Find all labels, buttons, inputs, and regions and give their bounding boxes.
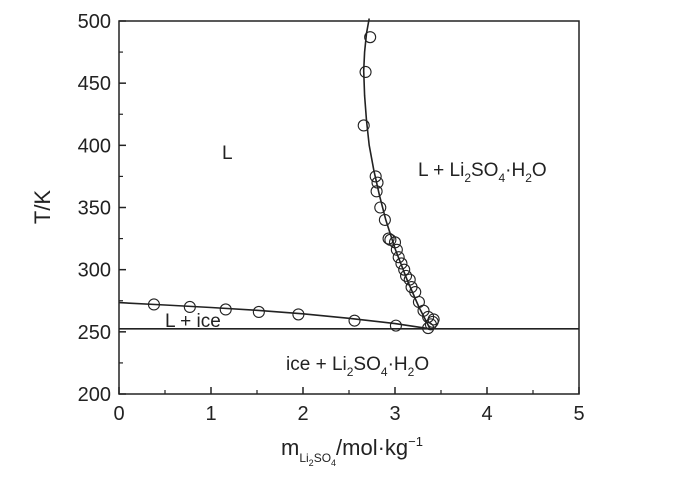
region-liquid-salt-part-f: 2 [525,171,532,185]
region-ice-salt-part-f: 2 [408,365,415,379]
salt-data-point [357,119,370,132]
region-liquid-salt-part-c: SO [471,160,498,181]
y-tick-label-400: 400 [78,135,111,157]
region-label-liquid-ice: L + ice [165,311,221,332]
ice-data-point [252,305,265,318]
x-axis-title: mLi2SO4/mol·kg−1 [281,434,423,468]
x-tick-label-0: 0 [113,403,124,425]
marker-layer [147,31,440,335]
salt-data-point [392,251,405,264]
ice-data-point [183,300,196,314]
salt-data-point [417,304,430,317]
salt-data-point [427,313,440,326]
y-tick-label-350: 350 [78,198,111,220]
region-liquid-salt-part-e: ·H [505,160,525,181]
ice-data-point [389,319,402,332]
salt-solubility-curve [362,18,431,330]
salt-data-point [364,31,377,44]
region-label-liquid: L [222,143,233,164]
salt-data-point [398,263,411,276]
x-title-sub-2: 2 [309,458,314,468]
x-tick-label-5: 5 [573,403,584,425]
ice-data-point [147,298,161,311]
y-tick-label-450: 450 [78,73,111,95]
curve-layer [118,18,579,330]
salt-data-point [388,236,402,249]
x-tick-label-2: 2 [297,403,308,425]
x-title-sub-li: Li [299,451,308,465]
x-title-sub-4: 4 [331,458,336,468]
salt-data-point [390,243,403,256]
x-title-m: m [281,435,299,460]
salt-data-point [371,176,384,189]
region-ice-salt-part-g: O [414,354,429,375]
region-ice-salt-part-e: ·H [388,354,408,375]
region-liquid-salt-part-b: 2 [464,171,471,185]
y-axis-title: T/K [30,190,55,225]
region-label-liquid-salt: L + Li2SO4·H2O [418,160,547,185]
salt-data-point [399,269,413,282]
region-ice-salt-part-a: ice + Li [286,354,347,375]
ice-data-point [219,303,232,316]
x-axis-ticks: 0 1 2 3 4 5 [113,387,585,425]
ice-data-point [292,308,305,321]
y-tick-label-250: 250 [78,322,111,344]
x-title-exponent: −1 [408,434,423,449]
y-tick-label-200: 200 [78,384,111,406]
x-tick-label-3: 3 [389,403,400,425]
ice-liquidus-curve [118,301,431,330]
salt-data-point [395,257,408,270]
region-liquid-salt-part-d: 4 [498,171,505,185]
x-title-unit: /mol·kg [336,435,408,460]
salt-data-point [403,273,416,286]
salt-data-point [374,201,387,214]
salt-data-point [378,213,391,226]
plot-frame [118,20,580,395]
x-title-sub-so: SO [314,451,331,465]
y-tick-label-300: 300 [78,260,111,282]
region-label-ice-salt: ice + Li2SO4·H2O [286,354,429,379]
x-tick-label-1: 1 [205,403,216,425]
salt-data-point [359,65,372,79]
y-tick-label-500: 500 [78,11,111,33]
region-liquid-salt-part-a: L + Li [418,160,464,181]
y-axis-ticks: 200 250 300 350 400 450 500 [78,11,126,406]
region-ice-salt-part-d: 4 [381,365,388,379]
salt-data-point [369,170,382,183]
salt-data-point [382,232,395,245]
ice-data-point [348,314,361,327]
region-ice-salt-part-c: SO [353,354,380,375]
region-ice-salt-part-b: 2 [347,365,354,379]
salt-data-point [370,185,383,198]
region-liquid-salt-part-g: O [532,160,547,181]
x-tick-label-4: 4 [481,403,492,425]
